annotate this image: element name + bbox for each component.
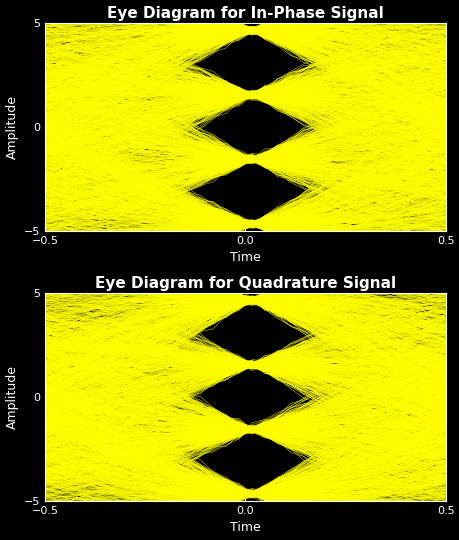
Y-axis label: Amplitude: Amplitude bbox=[6, 95, 18, 159]
Y-axis label: Amplitude: Amplitude bbox=[6, 365, 18, 429]
X-axis label: Time: Time bbox=[230, 252, 260, 265]
Title: Eye Diagram for In-Phase Signal: Eye Diagram for In-Phase Signal bbox=[107, 5, 383, 21]
Title: Eye Diagram for Quadrature Signal: Eye Diagram for Quadrature Signal bbox=[95, 275, 395, 291]
X-axis label: Time: Time bbox=[230, 522, 260, 535]
